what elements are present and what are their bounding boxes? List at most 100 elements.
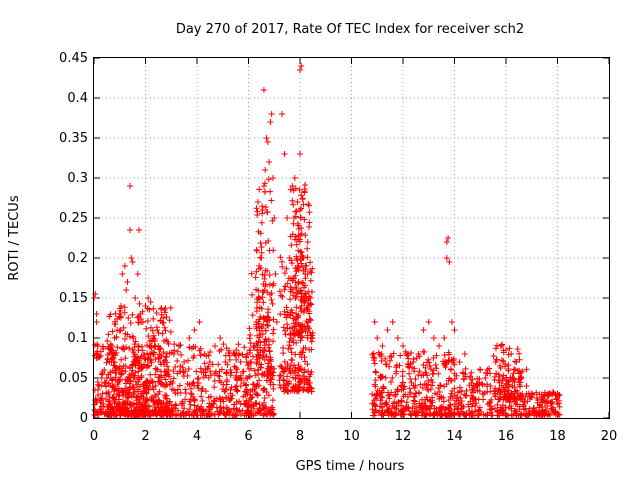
data-point	[257, 344, 264, 351]
data-point	[492, 345, 499, 352]
data-point	[266, 159, 273, 165]
data-point	[177, 342, 184, 349]
data-point	[132, 338, 139, 345]
data-point	[437, 382, 444, 389]
data-point	[168, 386, 175, 393]
data-point	[301, 293, 308, 300]
data-point	[424, 372, 431, 379]
data-point	[253, 247, 260, 254]
data-point	[91, 352, 98, 359]
data-point	[127, 320, 134, 327]
data-point	[298, 308, 305, 315]
data-point	[246, 325, 253, 332]
data-point	[472, 402, 479, 409]
data-point	[512, 400, 519, 407]
data-point	[210, 397, 217, 404]
data-point	[505, 405, 512, 412]
data-point	[134, 271, 141, 277]
data-point	[287, 186, 294, 193]
data-point	[467, 398, 474, 405]
data-point	[253, 268, 260, 275]
data-point	[162, 394, 169, 401]
data-point	[263, 377, 270, 384]
data-point	[307, 384, 314, 391]
data-point	[416, 389, 423, 396]
data-point	[460, 411, 467, 418]
data-point	[185, 366, 192, 373]
data-point	[514, 390, 521, 397]
data-point	[306, 329, 313, 336]
data-point	[249, 291, 256, 298]
data-point	[398, 382, 405, 389]
data-point	[117, 307, 124, 314]
data-point	[266, 356, 273, 363]
data-point	[533, 389, 540, 396]
data-point	[105, 380, 112, 387]
data-point	[302, 262, 309, 269]
data-point	[297, 207, 303, 213]
data-point	[251, 405, 258, 412]
x-tick-label: 20	[601, 429, 618, 444]
data-point	[254, 347, 261, 354]
data-point	[403, 404, 410, 411]
data-point	[391, 400, 398, 407]
data-point	[308, 338, 315, 345]
data-point	[296, 365, 303, 372]
data-point	[268, 197, 275, 204]
data-point	[269, 175, 276, 181]
data-point	[297, 377, 304, 384]
data-point	[304, 306, 311, 313]
data-point	[263, 411, 270, 418]
data-point	[259, 203, 266, 210]
data-points	[91, 63, 563, 419]
data-point	[301, 366, 308, 373]
data-point	[298, 279, 305, 286]
data-point	[164, 338, 171, 345]
data-point	[427, 411, 434, 418]
data-point	[526, 405, 533, 412]
data-point	[299, 334, 306, 341]
data-point	[469, 389, 476, 396]
data-point	[181, 405, 188, 412]
data-point	[104, 356, 111, 363]
data-point	[428, 376, 435, 383]
data-point	[152, 365, 159, 372]
data-point	[165, 400, 172, 407]
data-point	[196, 319, 203, 325]
data-point	[372, 377, 379, 384]
data-point	[133, 381, 140, 388]
data-point	[122, 330, 129, 337]
data-point	[101, 379, 108, 386]
data-point	[187, 390, 194, 397]
data-point	[107, 311, 114, 318]
data-point	[250, 401, 257, 408]
data-point	[514, 345, 521, 352]
data-point	[421, 349, 428, 356]
chart-title: Day 270 of 2017, Rate Of TEC Index for r…	[176, 22, 524, 37]
data-point	[280, 377, 287, 384]
data-point	[263, 135, 270, 141]
data-point	[208, 403, 215, 410]
data-point	[122, 368, 129, 375]
data-point	[427, 366, 434, 373]
data-point	[125, 315, 132, 322]
data-point	[162, 383, 169, 390]
data-point	[307, 277, 314, 284]
data-point	[443, 239, 450, 245]
data-point	[290, 331, 297, 338]
data-point	[469, 376, 476, 383]
data-point	[141, 407, 148, 414]
data-point	[202, 366, 209, 373]
data-point	[373, 407, 380, 414]
data-point	[451, 400, 458, 407]
data-point	[511, 358, 518, 365]
data-point	[131, 351, 138, 358]
y-tick-label: 0.1	[67, 331, 88, 346]
data-point	[258, 219, 265, 226]
data-point	[98, 397, 105, 404]
data-point	[131, 372, 138, 379]
data-point	[496, 362, 503, 369]
data-point	[285, 345, 292, 352]
data-point	[417, 381, 424, 388]
